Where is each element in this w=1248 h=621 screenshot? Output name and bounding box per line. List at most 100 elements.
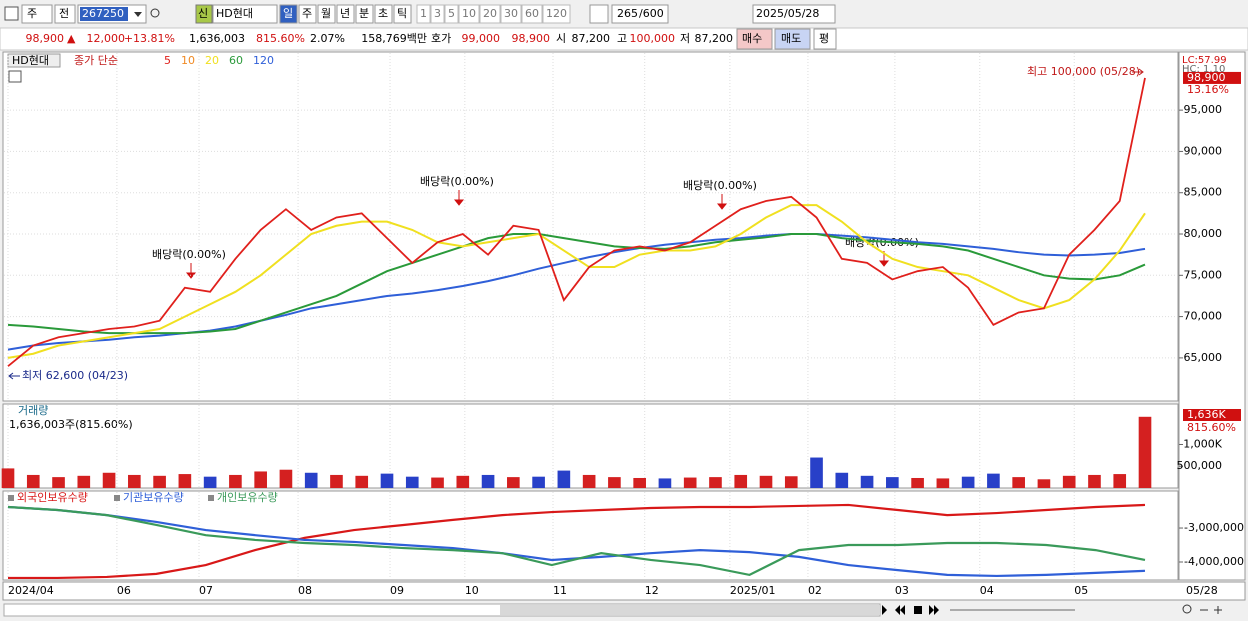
count-max: /600 xyxy=(639,7,664,20)
high-label: 고 xyxy=(617,32,627,45)
interval-btn[interactable] xyxy=(521,4,543,24)
amount: 158,769백만 xyxy=(361,32,427,45)
holding-line xyxy=(8,503,1146,580)
period-btn[interactable] xyxy=(393,4,412,24)
x-end-label: 05/28 xyxy=(1186,584,1218,597)
date-box[interactable] xyxy=(752,4,836,24)
legend-item: 120 xyxy=(253,54,274,67)
volume-bar xyxy=(355,475,369,488)
interval-btn[interactable] xyxy=(500,4,522,24)
x-tick-label: 11 xyxy=(553,584,567,597)
avg: 평 xyxy=(819,32,829,45)
btn-search[interactable] xyxy=(1182,604,1192,614)
avg-btn[interactable] xyxy=(813,28,837,50)
interval-btn[interactable] xyxy=(444,4,459,24)
x-tick-label: 02 xyxy=(808,584,822,597)
interval-btn[interactable] xyxy=(542,4,571,24)
interval-btn[interactable] xyxy=(458,4,480,24)
volume-bar xyxy=(658,478,672,488)
dropdown[interactable] xyxy=(134,12,142,17)
count-drop[interactable] xyxy=(589,4,609,24)
interval-btn[interactable] xyxy=(430,4,445,24)
market: 주 xyxy=(27,7,37,20)
volume-bar xyxy=(1138,416,1152,488)
volume: 1,636,003 xyxy=(189,32,245,45)
volume-bar xyxy=(481,474,495,488)
x-tick-label: 05 xyxy=(1074,584,1088,597)
lc: LC:57.99 xyxy=(1182,55,1227,66)
btn-ff[interactable] xyxy=(929,605,939,615)
volume-bar xyxy=(456,475,470,488)
volume-bar xyxy=(178,474,192,488)
high: 100,000 xyxy=(630,32,676,45)
interval: 30 xyxy=(504,7,518,20)
y-tick-label: 90,000 xyxy=(1184,144,1223,157)
x-tick-label: 08 xyxy=(298,584,312,597)
volume-ratio: 815.60% xyxy=(256,32,305,45)
period-btn[interactable] xyxy=(298,4,317,24)
interval: 120 xyxy=(546,7,567,20)
y-tick-label: -3,000,000 xyxy=(1184,521,1244,534)
dividend-arrow xyxy=(453,190,465,206)
scroll-thumb[interactable] xyxy=(500,605,880,615)
interval-btn[interactable] xyxy=(416,4,431,24)
vol-last-rate: 815.60% xyxy=(1187,421,1236,434)
btn-stop[interactable] xyxy=(914,606,922,614)
volume-bar xyxy=(759,475,773,488)
name-box[interactable] xyxy=(212,4,278,24)
vol-last: 1,636K xyxy=(1187,408,1226,421)
icon-window[interactable] xyxy=(4,6,19,21)
volume-bar xyxy=(557,470,571,488)
sell-btn[interactable] xyxy=(774,28,811,50)
icon-grid[interactable] xyxy=(8,70,22,83)
volume-bar xyxy=(52,477,65,488)
bid: 98,900 xyxy=(512,32,551,45)
view-btn[interactable] xyxy=(54,4,76,24)
x-tick-label: 2025/01 xyxy=(730,584,776,597)
period-btn[interactable] xyxy=(336,4,355,24)
interval-btn[interactable] xyxy=(479,4,501,24)
btn-prev[interactable] xyxy=(895,605,905,615)
volume-bar xyxy=(1012,477,1025,488)
volume-bar xyxy=(254,471,267,488)
price-panel xyxy=(2,51,1179,402)
btn-next[interactable] xyxy=(882,605,887,615)
low-arrow xyxy=(8,372,20,380)
stock-name: HD현대 xyxy=(216,7,253,20)
price-line xyxy=(7,77,1146,367)
high-annot: 최고 100,000 (05/28) xyxy=(1027,65,1140,78)
code-select xyxy=(80,7,128,21)
volume-bar xyxy=(582,474,596,488)
volume-bar xyxy=(26,474,40,488)
nav-buttons xyxy=(882,604,1222,615)
chart-title: HD현대 xyxy=(12,54,49,67)
period-btn[interactable] xyxy=(317,4,336,24)
btn-zoom-in[interactable] xyxy=(1214,606,1222,614)
vol-last-box xyxy=(1183,409,1241,421)
search[interactable] xyxy=(150,8,160,18)
volume-bar xyxy=(860,475,874,488)
period-btn[interactable] xyxy=(355,4,374,24)
volume-bar xyxy=(1,468,15,488)
legend-item: 60 xyxy=(229,54,243,67)
market-select[interactable] xyxy=(21,4,53,24)
y-tick-label: -4,000,000 xyxy=(1184,555,1244,568)
last-price: 98,900 xyxy=(1187,71,1226,84)
period-btn[interactable] xyxy=(374,4,393,24)
badge: 신 xyxy=(198,7,208,20)
legend-swatch xyxy=(114,495,120,501)
interval: 10 xyxy=(462,7,476,20)
interval: 1 xyxy=(420,7,427,20)
volume-bar xyxy=(153,475,166,488)
volume-bar xyxy=(734,474,748,488)
volume-bar xyxy=(1088,474,1101,488)
period-btn[interactable] xyxy=(279,4,298,24)
buy-btn[interactable] xyxy=(736,28,773,50)
quote-bar xyxy=(0,27,1248,51)
dividend: 배당락(0.00%) xyxy=(152,248,226,261)
low: 87,200 xyxy=(695,32,734,45)
count-box[interactable] xyxy=(611,4,669,24)
period: 분 xyxy=(359,7,369,20)
